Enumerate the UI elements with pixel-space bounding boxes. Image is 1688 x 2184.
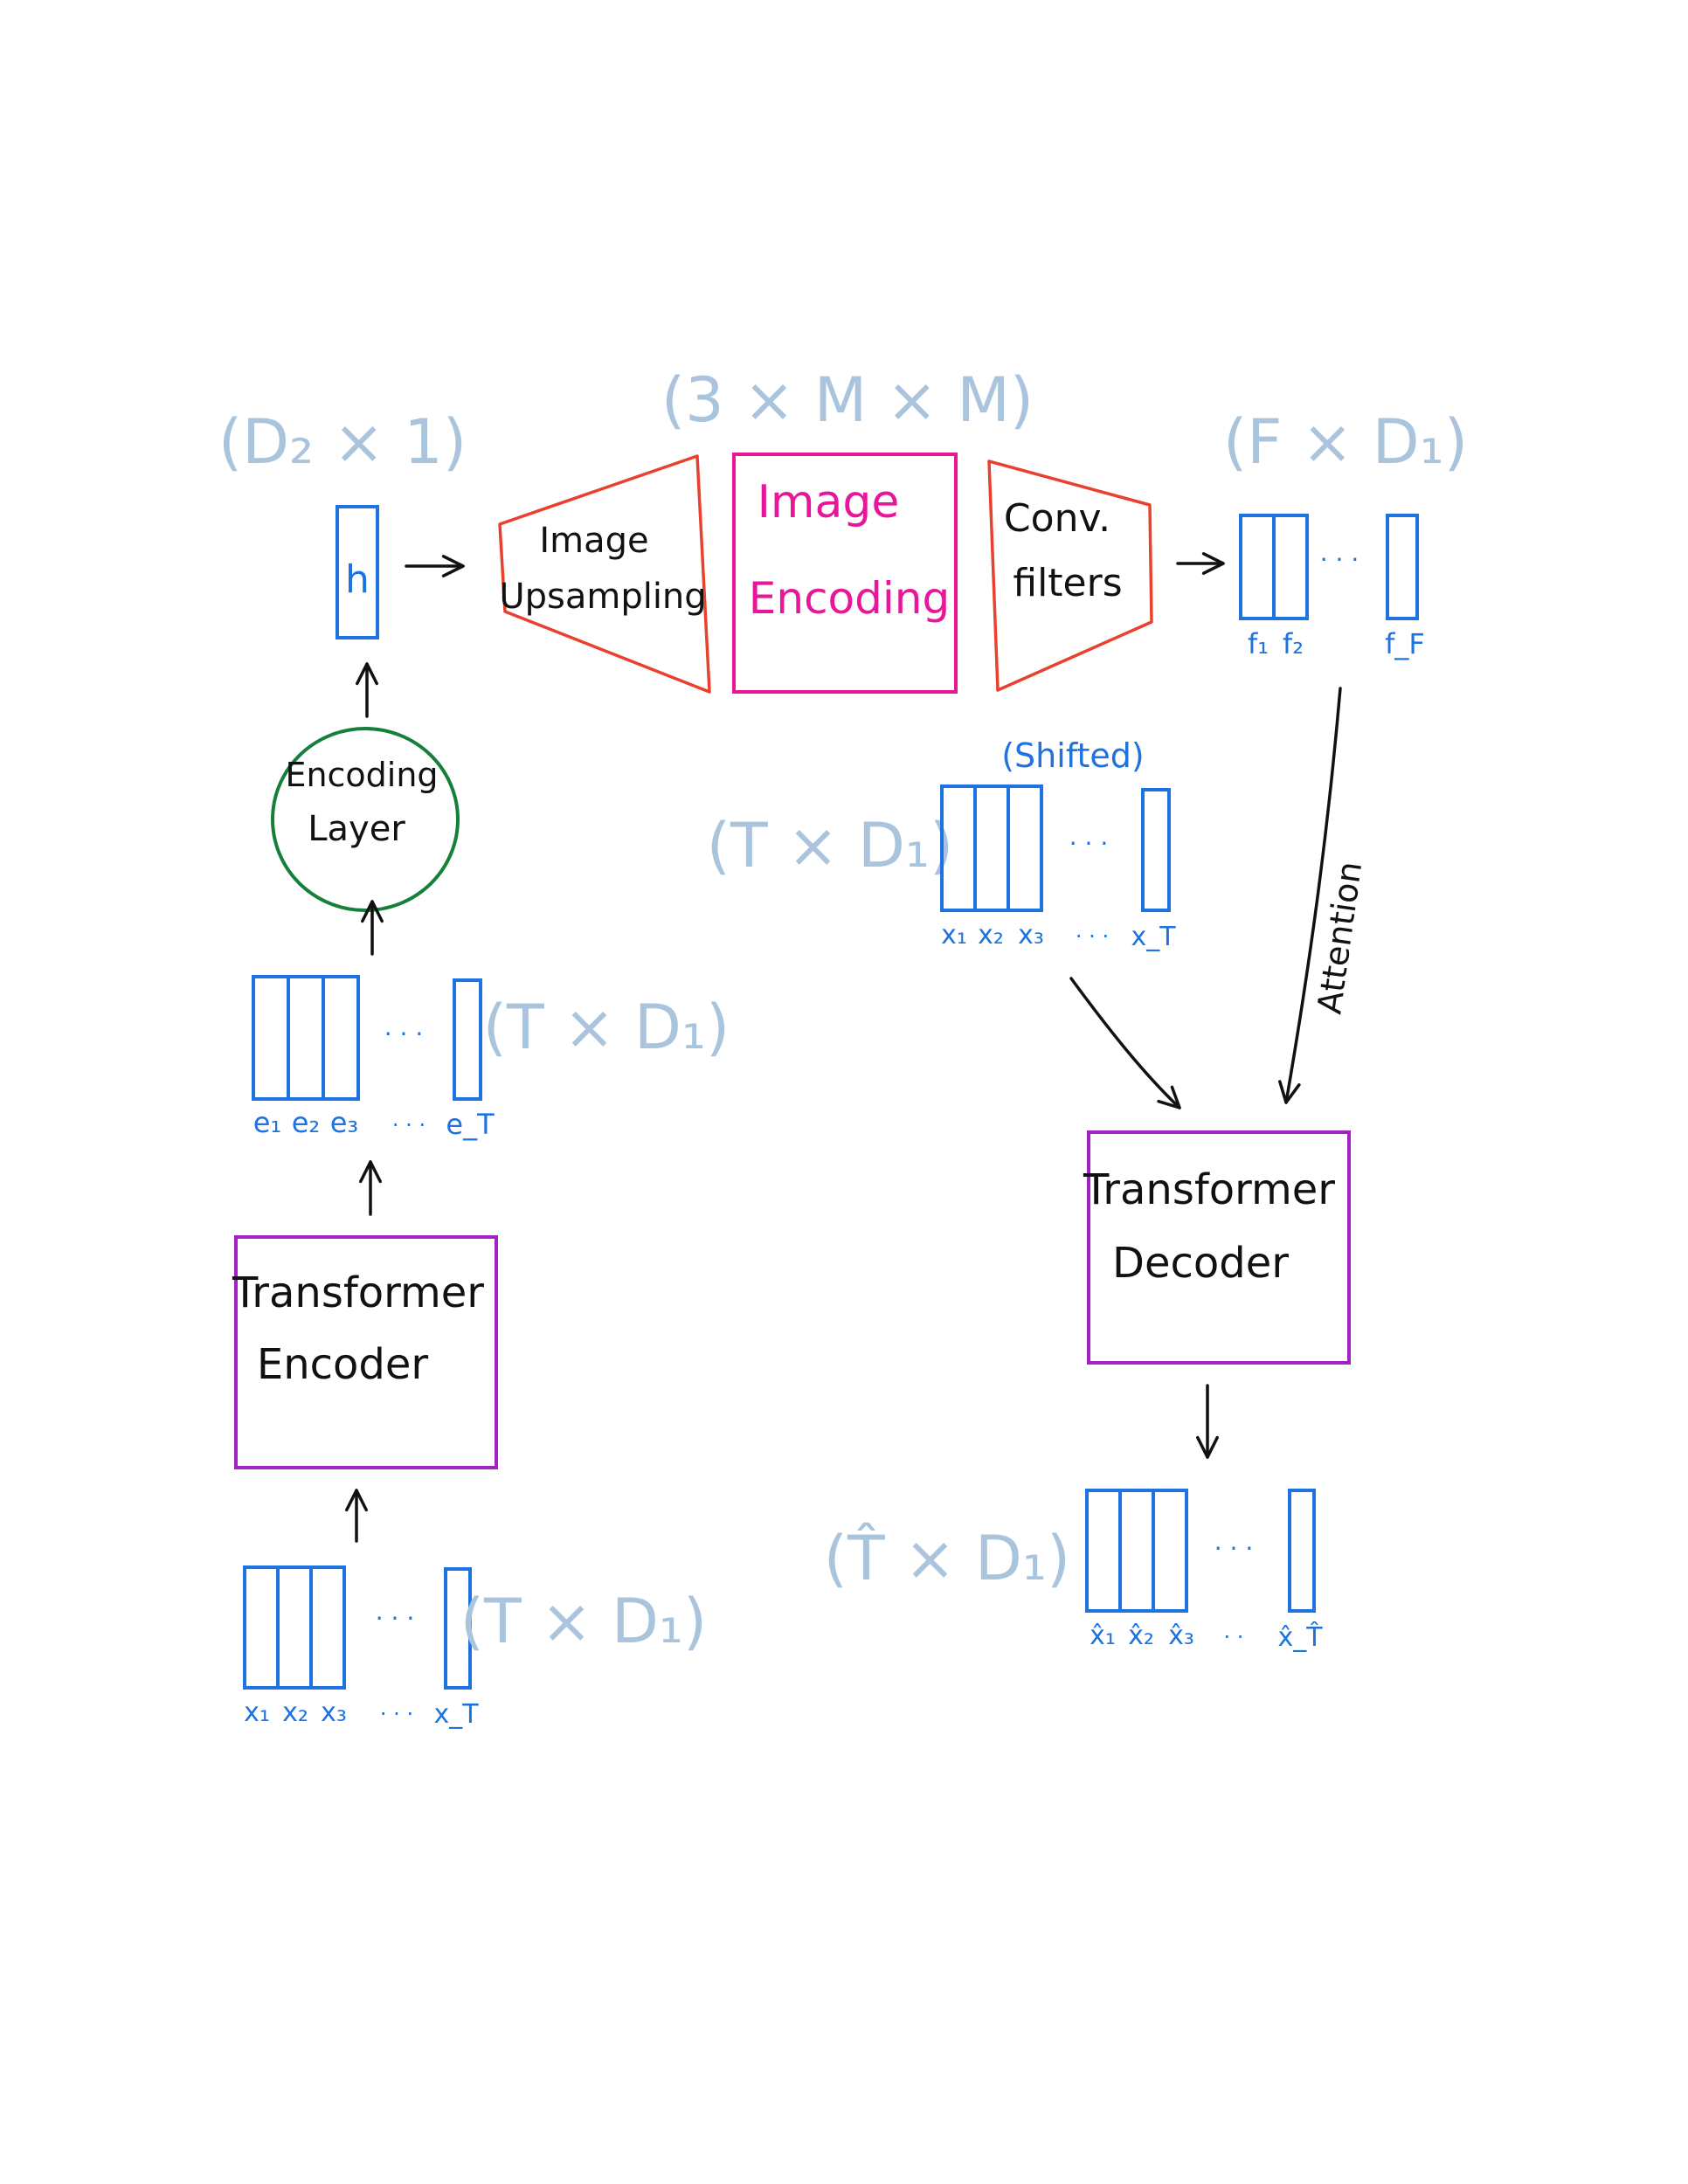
input-label-3: x₃ <box>321 1697 347 1728</box>
embedding-label-T: e_T <box>446 1108 495 1141</box>
h-dimension-label: (D₂ × 1) <box>218 406 467 478</box>
transformer-decoder-block <box>1087 1130 1351 1365</box>
inputs-dimension-label: (T × D₁) <box>460 1586 708 1657</box>
filter-label-1: f₁ <box>1248 627 1269 660</box>
conv-filters-block <box>987 460 1153 692</box>
shifted-label-T: x_T <box>1131 922 1176 952</box>
output-vector-3 <box>1152 1489 1188 1613</box>
filters-ellipsis: · · · <box>1320 545 1359 574</box>
conv-filters-label-line2: filters <box>1013 561 1122 605</box>
embedding-label-2: e₂ <box>292 1106 321 1139</box>
encoding-layer-label-line2: Layer <box>308 809 405 849</box>
encoder-label-line1: Transformer <box>232 1268 484 1317</box>
outputs-ellipsis: · · · <box>1214 1534 1254 1563</box>
embedding-label-3: e₃ <box>330 1106 359 1139</box>
embedding-vector-T <box>453 978 482 1101</box>
input-vector-1 <box>243 1565 280 1690</box>
shifted-label-1: x₁ <box>941 920 967 950</box>
output-label-2: x̂₂ <box>1128 1621 1154 1651</box>
inputs-ellipsis: · · · <box>376 1604 415 1633</box>
input-vector-T <box>444 1567 472 1690</box>
image-dimension-label: (3 × M × M) <box>661 364 1034 436</box>
shifted-label-ellipsis: · · · <box>1076 924 1109 949</box>
encoding-layer-label-line1: Encoding <box>285 756 438 794</box>
embeddings-dimension-label: (T × D₁) <box>483 992 730 1063</box>
input-label-1: x₁ <box>244 1697 270 1728</box>
filter-vector-F <box>1386 514 1419 620</box>
output-label-1: x̂₁ <box>1090 1621 1116 1651</box>
input-vector-2 <box>276 1565 313 1690</box>
filter-vector-2 <box>1272 514 1309 620</box>
embeddings-ellipsis: · · · <box>384 1019 424 1048</box>
shifted-caption: (Shifted) <box>1001 736 1145 775</box>
output-label-T: x̂_T̂ <box>1277 1621 1323 1653</box>
transformer-encoder-block <box>234 1235 498 1469</box>
h-vector-label: h <box>345 557 370 602</box>
shifted-label-3: x₃ <box>1018 920 1044 950</box>
outputs-dimension-label: (T̂ × D₁) <box>824 1523 1071 1594</box>
input-label-2: x₂ <box>282 1697 308 1728</box>
input-label-T: x_T <box>433 1699 479 1730</box>
decoder-label-line2: Decoder <box>1112 1239 1289 1288</box>
image-upsampling-block <box>498 454 711 694</box>
shifted-vector-T <box>1141 788 1171 912</box>
image-encoding-label-line1: Image <box>758 476 900 529</box>
shifted-dimension-label: (T × D₁) <box>707 810 954 881</box>
output-label-ellipsis: · · <box>1224 1625 1244 1649</box>
conv-filters-label-line1: Conv. <box>1004 496 1110 541</box>
output-vector-T <box>1288 1489 1316 1613</box>
output-vector-2 <box>1118 1489 1155 1613</box>
input-label-ellipsis: · · · <box>380 1702 413 1726</box>
image-encoding-block <box>732 453 958 694</box>
shifted-ellipsis: · · · <box>1069 829 1109 858</box>
h-vector <box>336 505 379 639</box>
filter-label-F: f_F <box>1385 627 1425 660</box>
filters-dimension-label: (F × D₁) <box>1223 406 1468 478</box>
shifted-vector-2 <box>973 784 1010 912</box>
embedding-vector-1 <box>252 975 290 1101</box>
upsampling-label-line1: Image <box>539 521 648 561</box>
arrow-shifted-to-decoder <box>1069 977 1181 1109</box>
input-vector-3 <box>309 1565 346 1690</box>
filter-vector-1 <box>1239 514 1276 620</box>
upsampling-label-line2: Upsampling <box>499 577 706 617</box>
shifted-label-2: x₂ <box>978 920 1004 950</box>
encoder-label-line2: Encoder <box>257 1340 429 1389</box>
embedding-label-1: e₁ <box>253 1106 282 1139</box>
embedding-label-ellipsis: · · · <box>392 1113 425 1137</box>
arrow-attention-filters-to-decoder <box>1278 687 1342 1104</box>
filter-label-2: f₂ <box>1283 627 1304 660</box>
shifted-vector-3 <box>1007 784 1043 912</box>
output-label-3: x̂₃ <box>1168 1621 1194 1651</box>
embedding-vector-2 <box>287 975 325 1101</box>
embedding-vector-3 <box>322 975 360 1101</box>
decoder-label-line1: Transformer <box>1083 1165 1335 1214</box>
image-encoding-label-line2: Encoding <box>749 573 950 624</box>
output-vector-1 <box>1085 1489 1122 1613</box>
